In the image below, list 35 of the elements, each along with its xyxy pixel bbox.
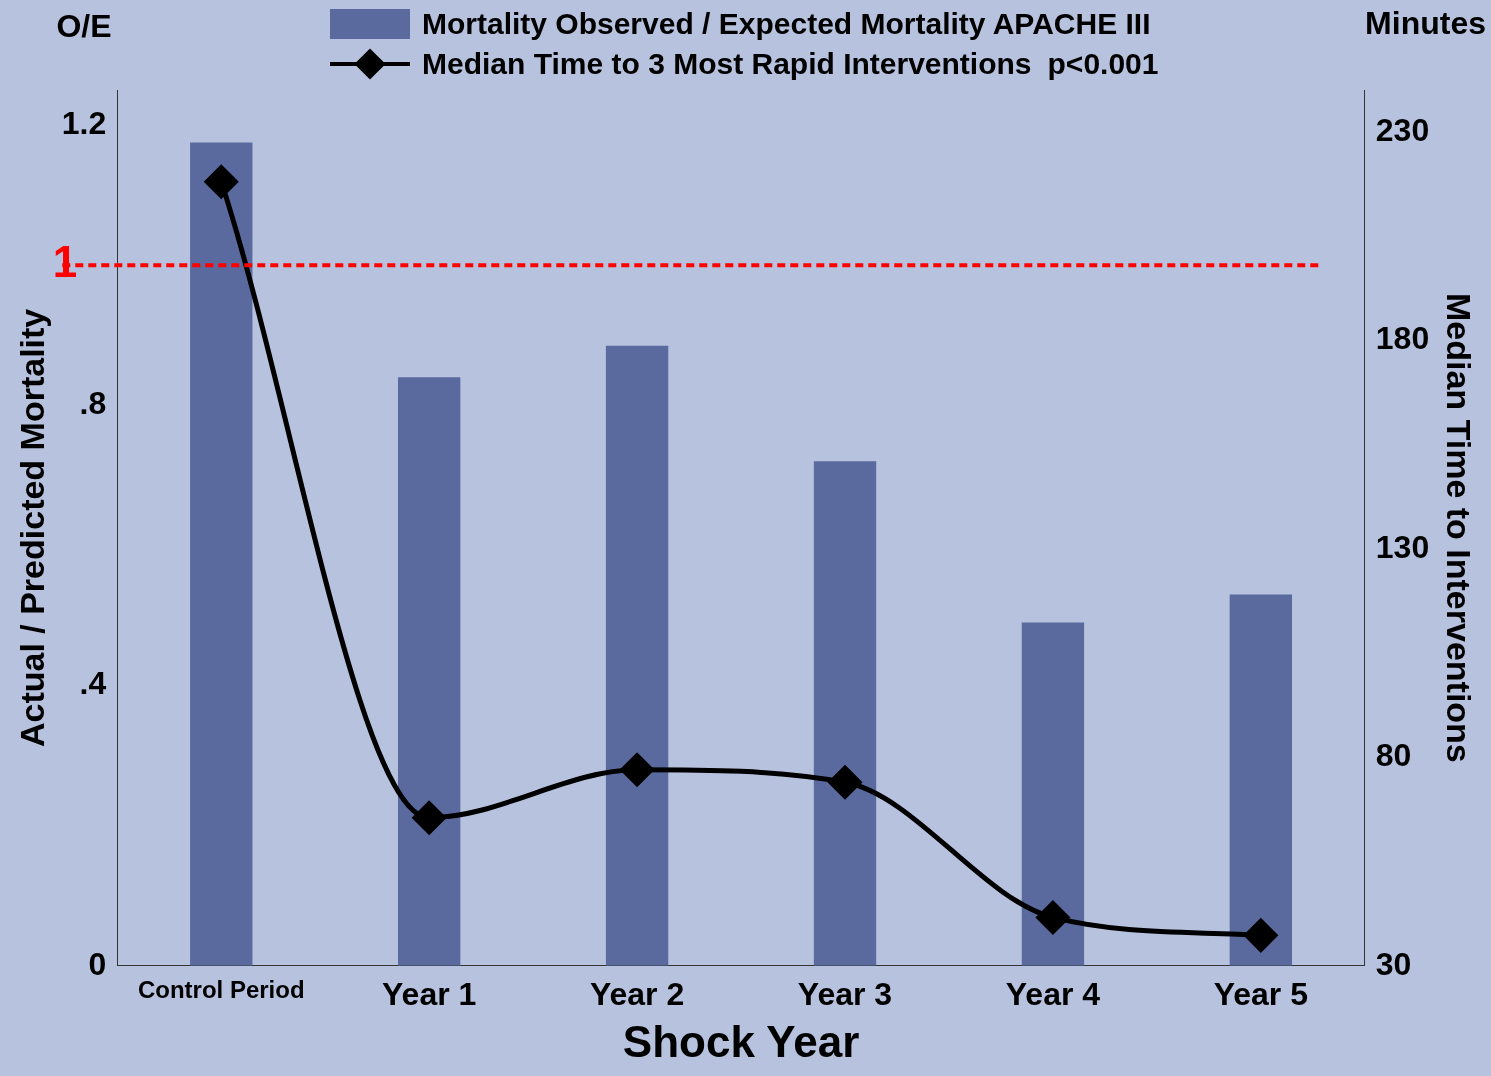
bar (605, 345, 669, 966)
x-tick-label: Year 1 (382, 975, 477, 1012)
text: Minutes (1365, 4, 1486, 41)
x-axis-title: Shock Year (622, 1016, 860, 1066)
y2-tick-label: 230 (1375, 111, 1430, 148)
y2-tick-label: 180 (1375, 320, 1430, 357)
x-tick-label: Control Period (137, 975, 305, 1003)
point (412, 801, 446, 835)
bar (813, 461, 877, 966)
bar (1229, 594, 1293, 966)
text: p<0.001 (1047, 47, 1159, 81)
y-tick-label: .8 (79, 385, 107, 422)
x-tick-label: Year 3 (797, 975, 893, 1012)
point (204, 165, 238, 199)
bar (1021, 622, 1085, 966)
legend-label: Median Time to 3 Most Rapid Interventions (422, 47, 1032, 81)
point (1036, 900, 1070, 934)
y-tick-label: 0 (88, 945, 107, 982)
y2-tick-label: 30 (1375, 945, 1412, 982)
x-tick-label: Year 5 (1213, 975, 1309, 1012)
legend-label: Mortality Observed / Expected Mortality APACHE III (422, 7, 1151, 41)
y2-axis-title: Median Time to Interventions (1440, 293, 1479, 763)
text: O/E (56, 7, 112, 44)
point (828, 765, 862, 799)
y2-tick-label: 130 (1375, 528, 1430, 565)
bar (397, 377, 461, 966)
x-tick-label: Year 4 (1005, 975, 1101, 1012)
y-tick-label: 1.2 (61, 104, 107, 141)
y-tick-label: .4 (79, 665, 107, 702)
x-tick-label: Year 2 (589, 975, 685, 1012)
point (1244, 918, 1278, 952)
y-axis-title: Actual / Predicted Mortality (12, 308, 51, 748)
bar (190, 142, 253, 966)
y2-tick-label: 80 (1375, 737, 1412, 774)
point (620, 753, 654, 787)
